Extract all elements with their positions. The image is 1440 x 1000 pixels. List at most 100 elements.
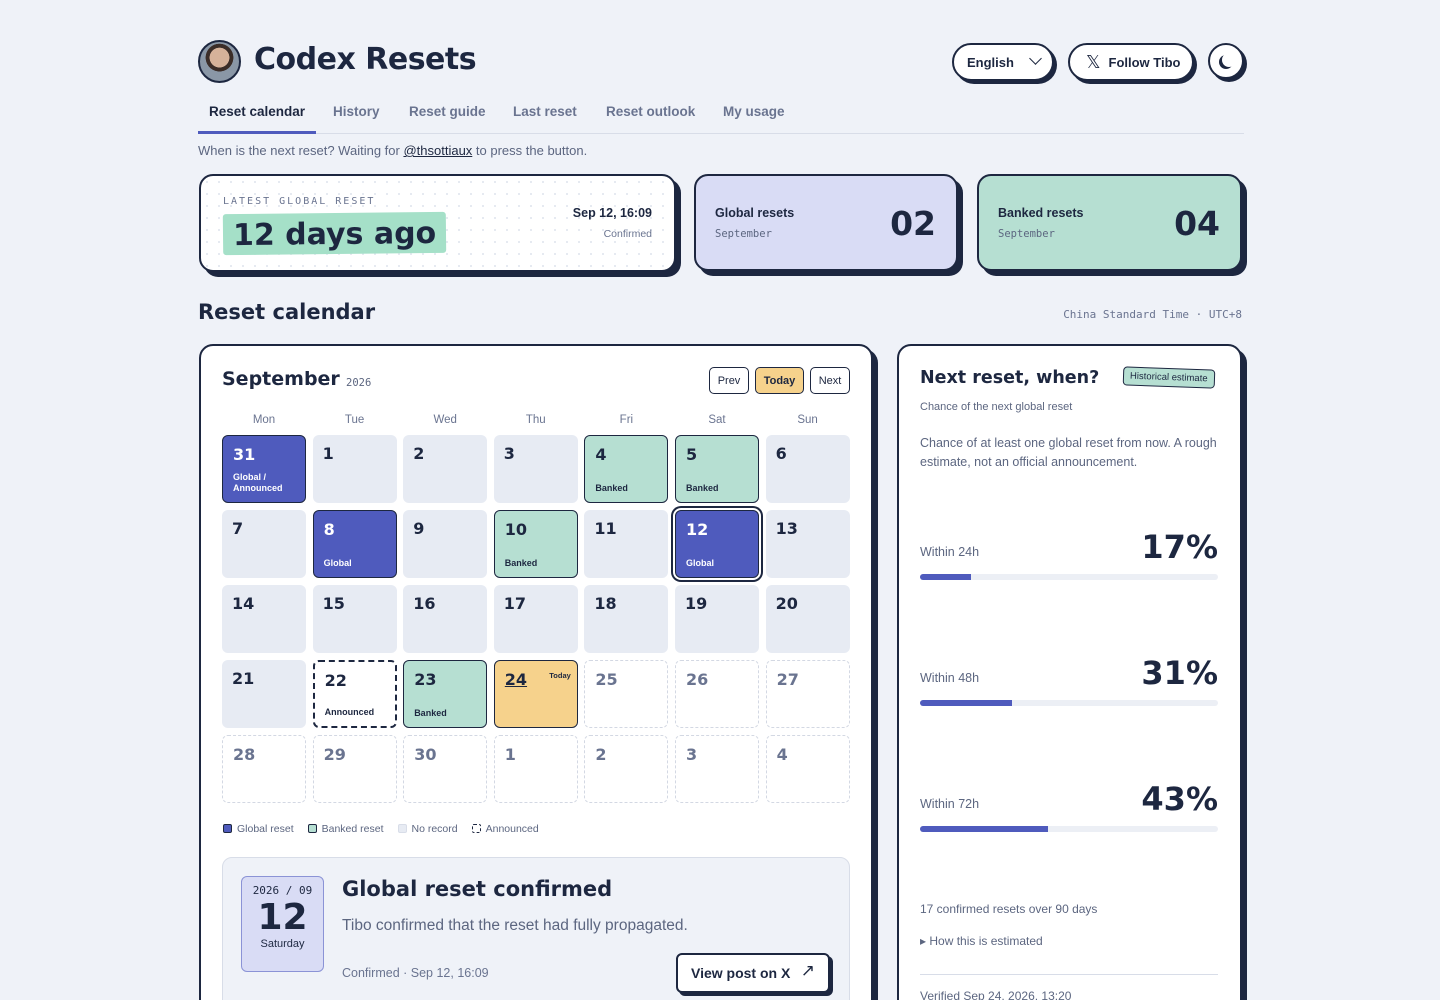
calendar-day-cell[interactable]: 2 <box>584 735 669 803</box>
calendar-day-cell[interactable]: 27 <box>765 660 850 728</box>
day-number: 30 <box>414 745 437 764</box>
legend-label: Banked reset <box>321 823 384 835</box>
calendar-day-cell[interactable]: 23 Banked <box>403 660 488 728</box>
calendar-day-cell[interactable]: 13 <box>765 510 850 578</box>
day-number: 5 <box>686 445 698 464</box>
calendar-day-cell[interactable]: 10 Banked <box>493 510 578 578</box>
intro-after: to press the button. <box>472 143 588 158</box>
calendar-day-cell[interactable]: 26 <box>675 660 759 728</box>
legend-swatch <box>471 824 481 833</box>
probability-label: Within 24h <box>920 545 980 559</box>
latest-value: 12 days ago <box>222 211 447 256</box>
language-select[interactable]: English <box>952 43 1054 81</box>
calendar-day-cell[interactable]: 24 Today <box>493 660 578 728</box>
probability-track <box>920 826 1218 832</box>
calendar-year: 2026 <box>346 377 372 389</box>
probability-label: Within 48h <box>920 671 980 685</box>
timezone-label: China Standard Time · UTC+8 <box>1063 308 1242 321</box>
calendar-day-cell[interactable]: 7 <box>222 510 306 578</box>
handle-link[interactable]: @thsottiaux <box>403 143 473 158</box>
calendar-day-cell[interactable]: 12 Global <box>675 510 759 578</box>
calendar-day-cell[interactable]: 29 <box>312 735 397 803</box>
detail-text: Tibo confirmed that the reset had fully … <box>342 917 688 934</box>
calendar-day-cell[interactable]: 15 <box>312 585 397 653</box>
outlook-panel: Next reset, when? Historical estimate Ch… <box>897 344 1242 1000</box>
legend-swatch <box>307 824 317 833</box>
calendar-day-cell[interactable]: 14 <box>222 585 306 653</box>
calendar-day-cell[interactable]: 19 <box>675 585 759 653</box>
calendar-day-cell[interactable]: 1 <box>493 735 578 803</box>
outlook-subtitle: Chance of the next global reset <box>920 401 1073 413</box>
day-status-label: Banked <box>595 483 628 493</box>
legend-item: No record <box>397 823 458 835</box>
today-button[interactable]: Today <box>755 367 804 394</box>
reset-detail-card: 2026 / 09 12 Saturday Global reset confi… <box>222 857 850 1000</box>
calendar-day-cell[interactable]: 2 <box>403 435 488 503</box>
calendar-day-cell[interactable]: 4 Banked <box>584 435 669 503</box>
day-status-label: Global / Announced <box>233 472 283 493</box>
tab-reset-outlook[interactable]: Reset outlook <box>606 104 696 119</box>
prev-month-button[interactable]: Prev <box>709 367 749 394</box>
follow-button[interactable]: 𝕏 Follow Tibo <box>1068 43 1194 81</box>
global-card-value: 02 <box>890 204 936 243</box>
legend-label: No record <box>411 823 458 835</box>
calendar-day-cell[interactable]: 3 <box>493 435 578 503</box>
legend-item: Banked reset <box>307 823 384 835</box>
day-number: 15 <box>322 594 345 613</box>
day-number: 3 <box>503 444 515 463</box>
calendar-day-cell[interactable]: 25 <box>584 660 669 728</box>
tab-my-usage[interactable]: My usage <box>723 104 785 119</box>
probability-fill <box>920 574 971 580</box>
weekday-label: Wed <box>433 414 457 426</box>
latest-reset-card: LATEST GLOBAL RESET 12 days ago Sep 12, … <box>199 174 676 272</box>
day-number: 31 <box>233 445 256 464</box>
calendar-day-cell[interactable]: 5 Banked <box>675 435 759 503</box>
theme-toggle-button[interactable] <box>1208 43 1244 79</box>
detail-weekday: Saturday <box>260 938 305 950</box>
section-title: Reset calendar <box>198 300 376 324</box>
brand-title: Codex Resets <box>254 42 477 77</box>
external-link-icon: ↗ <box>800 961 815 980</box>
weekday-label: Thu <box>525 414 546 426</box>
intro-before: When is the next reset? Waiting for <box>198 143 404 158</box>
calendar-day-cell[interactable]: 22 Announced <box>312 660 397 728</box>
tab-last-reset[interactable]: Last reset <box>513 104 577 119</box>
day-number: 2 <box>413 444 425 463</box>
calendar-day-cell[interactable]: 17 <box>493 585 578 653</box>
calendar-day-cell[interactable]: 1 <box>312 435 397 503</box>
calendar-legend: Global reset Banked reset No record Announc… <box>223 823 539 835</box>
day-status-label: Banked <box>504 558 538 568</box>
calendar-day-cell[interactable]: 9 <box>403 510 488 578</box>
calendar-day-cell[interactable]: 21 <box>222 660 306 728</box>
calendar-day-cell[interactable]: 6 <box>765 435 850 503</box>
calendar-day-cell[interactable]: 11 <box>584 510 669 578</box>
tab-history[interactable]: History <box>333 104 380 119</box>
calendar-day-cell[interactable]: 8 Global <box>312 510 397 578</box>
calendar-day-cell[interactable]: 20 <box>765 585 850 653</box>
view-post-label: View post on X <box>691 965 791 981</box>
legend-item: Global reset <box>223 823 294 835</box>
calendar-day-cell[interactable]: 16 <box>403 585 488 653</box>
calendar-day-cell[interactable]: 31 Global / Announced <box>222 435 306 503</box>
day-number: 2 <box>595 745 607 764</box>
next-month-button[interactable]: Next <box>810 367 850 394</box>
how-estimated-toggle[interactable]: ▸ How this is estimated <box>920 934 1043 948</box>
calendar-panel: September 2026 Prev Today Next Mon Tue Wed… <box>199 344 873 1000</box>
day-number: 10 <box>504 520 528 539</box>
weekday-label: Fri <box>619 414 634 426</box>
view-post-button[interactable]: View post on X ↗ <box>676 953 830 993</box>
calendar-day-cell[interactable]: 18 <box>584 585 669 653</box>
tab-reset-calendar[interactable]: Reset calendar <box>198 104 317 134</box>
avatar <box>198 40 241 83</box>
outlook-title: Next reset, when? <box>920 368 1100 388</box>
day-status-label: Global <box>686 558 715 568</box>
calendar-day-cell[interactable]: 3 <box>675 735 759 803</box>
tab-bar: Reset calendar History Reset guide Last … <box>198 100 1244 134</box>
day-number: 17 <box>503 594 527 613</box>
calendar-day-cell[interactable]: 4 <box>765 735 850 803</box>
tab-reset-guide[interactable]: Reset guide <box>409 104 486 119</box>
calendar-day-cell[interactable]: 30 <box>403 735 488 803</box>
day-number: 21 <box>232 669 255 688</box>
calendar-day-cell[interactable]: 28 <box>222 735 306 803</box>
day-status-label: Announced <box>324 707 375 717</box>
